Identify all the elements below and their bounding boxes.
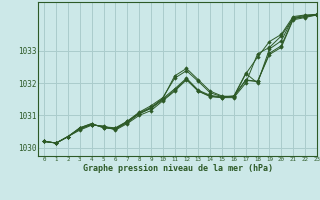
- X-axis label: Graphe pression niveau de la mer (hPa): Graphe pression niveau de la mer (hPa): [83, 164, 273, 173]
